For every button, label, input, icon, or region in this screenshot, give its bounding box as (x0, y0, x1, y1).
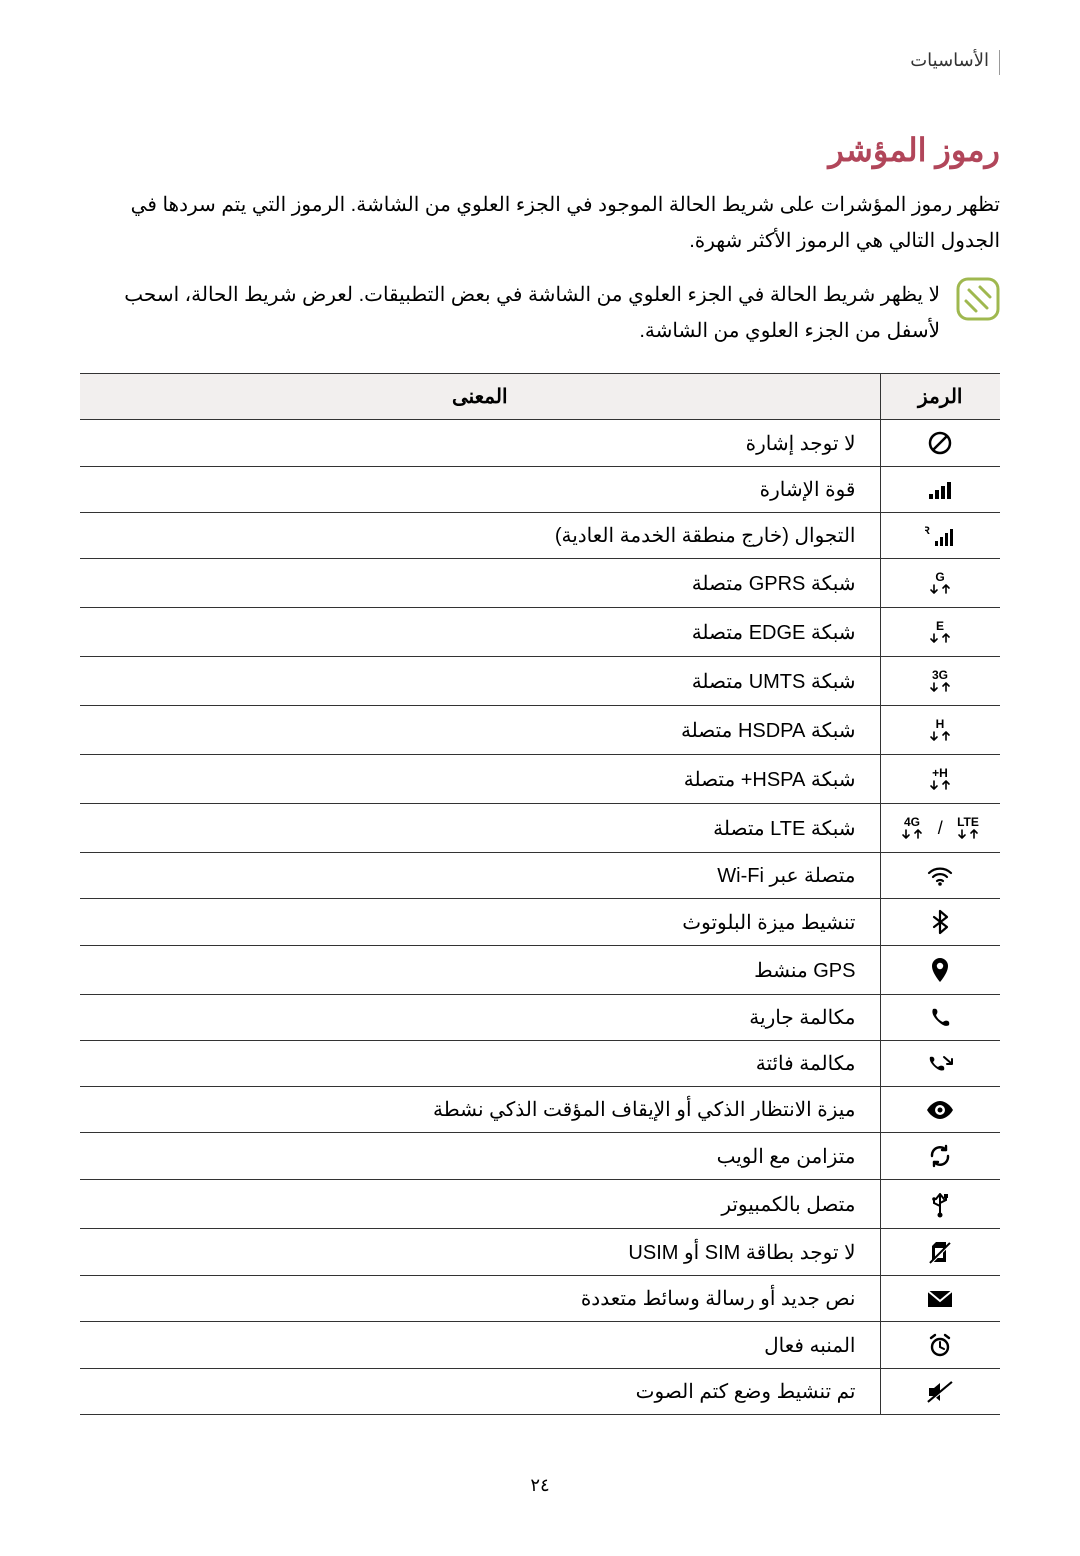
note-callout: لا يظهر شريط الحالة في الجزء العلوي من ا… (80, 277, 1000, 349)
indicator-table: الرمز المعنى لا توجد إشارةقوة الإشارة R ال… (80, 373, 1000, 1415)
svg-text:E: E (936, 619, 944, 633)
table-row: تنشيط ميزة البلوتوث (80, 899, 1000, 946)
roaming-icon: R (880, 513, 1000, 559)
no-sim-icon (880, 1229, 1000, 1276)
svg-text:H: H (936, 717, 945, 731)
note-text: لا يظهر شريط الحالة في الجزء العلوي من ا… (80, 277, 940, 349)
col-header-meaning: المعنى (80, 374, 880, 420)
hsdpa-icon: H (880, 706, 1000, 755)
meaning-cell: شبكة GPRS متصلة (80, 559, 880, 608)
mute-icon (880, 1369, 1000, 1415)
gprs-icon: G (880, 559, 1000, 608)
table-row: المنبه فعال (80, 1322, 1000, 1369)
table-row: نص جديد أو رسالة وسائط متعددة (80, 1276, 1000, 1322)
signal-icon (880, 467, 1000, 513)
meaning-cell: المنبه فعال (80, 1322, 880, 1369)
section-intro: تظهر رموز المؤشرات على شريط الحالة الموج… (80, 187, 1000, 259)
call-icon (880, 995, 1000, 1041)
svg-text:4G: 4G (904, 815, 920, 829)
meaning-cell: متصل بالكمبيوتر (80, 1180, 880, 1229)
table-row: مكالمة جارية (80, 995, 1000, 1041)
meaning-cell: لا توجد إشارة (80, 420, 880, 467)
alarm-icon (880, 1322, 1000, 1369)
svg-text:G: G (936, 570, 945, 584)
hspa-plus-icon: H+ (880, 755, 1000, 804)
bluetooth-icon (880, 899, 1000, 946)
table-row: قوة الإشارة (80, 467, 1000, 513)
section-title: رموز المؤشر (80, 131, 1000, 169)
wifi-icon (880, 853, 1000, 899)
table-row: لا توجد بطاقة SIM أو USIM (80, 1229, 1000, 1276)
usb-icon (880, 1180, 1000, 1229)
table-row: 3G شبكة UMTS متصلة (80, 657, 1000, 706)
table-row: GPS منشط (80, 946, 1000, 995)
gps-icon (880, 946, 1000, 995)
table-row: H شبكة HSDPA متصلة (80, 706, 1000, 755)
meaning-cell: تم تنشيط وضع كتم الصوت (80, 1369, 880, 1415)
table-row: متصلة عبر Wi-Fi (80, 853, 1000, 899)
meaning-cell: التجوال (خارج منطقة الخدمة العادية) (80, 513, 880, 559)
meaning-cell: ميزة الانتظار الذكي أو الإيقاف المؤقت ال… (80, 1087, 880, 1133)
table-row: H+ شبكة HSPA+ متصلة (80, 755, 1000, 804)
meaning-cell: متزامن مع الويب (80, 1133, 880, 1180)
meaning-cell: مكالمة فائتة (80, 1041, 880, 1087)
page-footer: ٢٤ (80, 1475, 1000, 1496)
table-row: لا توجد إشارة (80, 420, 1000, 467)
meaning-cell: تنشيط ميزة البلوتوث (80, 899, 880, 946)
table-row: تم تنشيط وضع كتم الصوت (80, 1369, 1000, 1415)
message-icon (880, 1276, 1000, 1322)
table-row: متزامن مع الويب (80, 1133, 1000, 1180)
table-row: متصل بالكمبيوتر (80, 1180, 1000, 1229)
col-header-icon: الرمز (880, 374, 1000, 420)
meaning-cell: شبكة UMTS متصلة (80, 657, 880, 706)
meaning-cell: نص جديد أو رسالة وسائط متعددة (80, 1276, 880, 1322)
table-row: E شبكة EDGE متصلة (80, 608, 1000, 657)
meaning-cell: شبكة HSPA+ متصلة (80, 755, 880, 804)
meaning-cell: مكالمة جارية (80, 995, 880, 1041)
edge-icon: E (880, 608, 1000, 657)
sync-icon (880, 1133, 1000, 1180)
breadcrumb-text: الأساسيات (910, 50, 989, 70)
table-row: G شبكة GPRS متصلة (80, 559, 1000, 608)
meaning-cell: شبكة HSDPA متصلة (80, 706, 880, 755)
table-row: R التجوال (خارج منطقة الخدمة العادية) (80, 513, 1000, 559)
umts-icon: 3G (880, 657, 1000, 706)
page-number: ٢٤ (530, 1475, 549, 1495)
meaning-cell: لا توجد بطاقة SIM أو USIM (80, 1229, 880, 1276)
missed-call-icon (880, 1041, 1000, 1087)
smart-stay-icon (880, 1087, 1000, 1133)
table-row: ميزة الانتظار الذكي أو الإيقاف المؤقت ال… (80, 1087, 1000, 1133)
table-row: مكالمة فائتة (80, 1041, 1000, 1087)
svg-text:LTE: LTE (957, 815, 979, 829)
table-row: 4G / LTE شبكة LTE متصلة (80, 804, 1000, 853)
meaning-cell: قوة الإشارة (80, 467, 880, 513)
meaning-cell: شبكة LTE متصلة (80, 804, 880, 853)
svg-text:H+: H+ (932, 766, 948, 780)
meaning-cell: GPS منشط (80, 946, 880, 995)
svg-text:3G: 3G (932, 668, 948, 682)
meaning-cell: متصلة عبر Wi-Fi (80, 853, 880, 899)
no-signal-icon (880, 420, 1000, 467)
lte-icon: 4G / LTE (880, 804, 1000, 853)
table-header-row: الرمز المعنى (80, 374, 1000, 420)
breadcrumb: الأساسيات (80, 50, 1000, 75)
svg-text:R: R (925, 525, 930, 537)
meaning-cell: شبكة EDGE متصلة (80, 608, 880, 657)
note-icon (956, 277, 1000, 321)
